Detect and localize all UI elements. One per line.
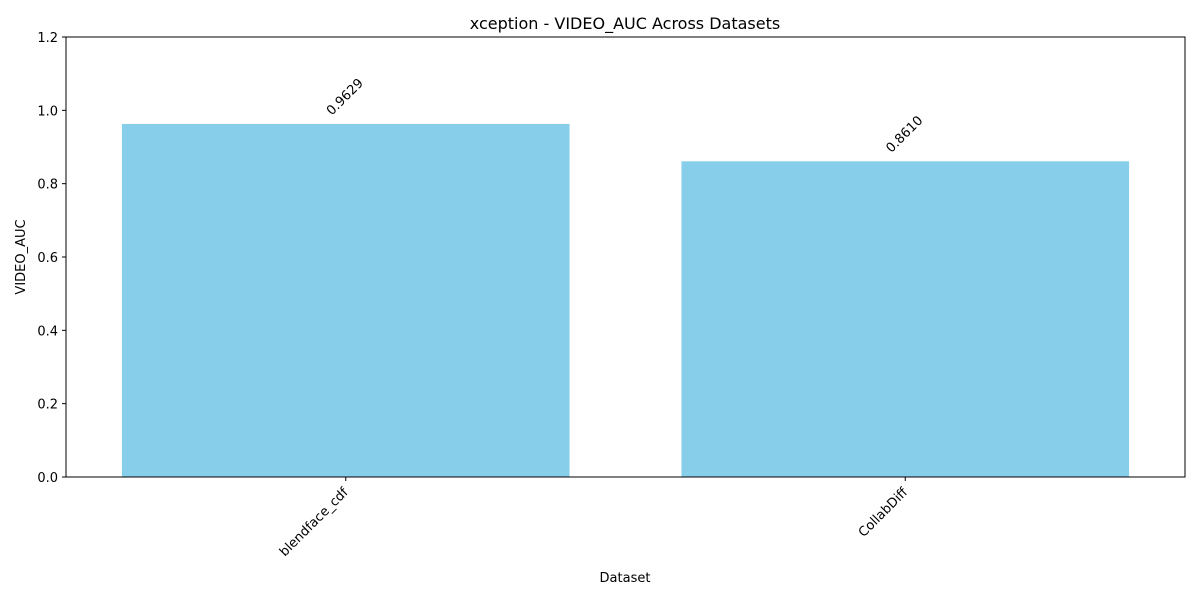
x-axis: blendface_cdf CollabDiff xyxy=(277,477,912,560)
x-tick-label: blendface_cdf xyxy=(277,485,352,560)
x-axis-label: Dataset xyxy=(600,571,651,586)
y-tick-label: 0.0 xyxy=(37,471,58,486)
chart-title: xception - VIDEO_AUC Across Datasets xyxy=(470,14,780,34)
y-tick-label: 0.8 xyxy=(37,178,58,193)
data-label-blendface_cdf: 0.9629 xyxy=(324,76,367,119)
bar-blendface_cdf xyxy=(121,123,570,477)
x-tick-label: CollabDiff xyxy=(856,484,912,540)
y-axis-label: VIDEO_AUC xyxy=(14,219,29,294)
bars-group xyxy=(121,123,1130,478)
y-axis: 0.0 0.2 0.4 0.6 0.8 1.0 1.2 xyxy=(37,31,66,486)
data-label-CollabDiff: 0.8610 xyxy=(883,113,926,156)
y-tick-label: 0.4 xyxy=(37,324,58,339)
y-tick-label: 0.2 xyxy=(37,398,58,413)
y-tick-label: 0.6 xyxy=(37,251,58,266)
bar-CollabDiff xyxy=(681,161,1130,478)
y-tick-label: 1.0 xyxy=(37,104,58,119)
y-tick-label: 1.2 xyxy=(37,31,58,46)
